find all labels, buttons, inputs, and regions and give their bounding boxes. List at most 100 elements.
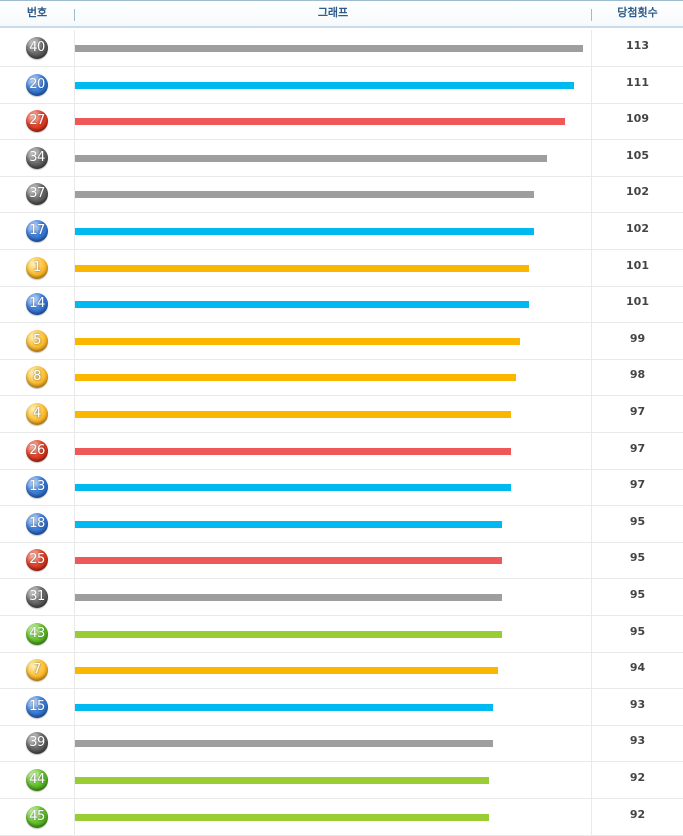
win-count-label: 93 (629, 734, 646, 747)
number-ball: 34 (26, 147, 48, 169)
number-ball: 31 (26, 586, 48, 608)
count-column-header: 당첨횟수 (617, 6, 658, 19)
column-divider (591, 323, 592, 359)
column-divider (74, 506, 75, 542)
column-divider (591, 30, 592, 66)
table-row: 5 99 (0, 323, 683, 360)
number-ball: 40 (26, 37, 48, 59)
number-ball: 17 (26, 220, 48, 242)
frequency-bar (75, 338, 520, 345)
column-divider (591, 250, 592, 286)
table-row: 37 102 (0, 176, 683, 213)
column-divider (591, 176, 592, 212)
win-count-label: 93 (629, 698, 646, 711)
win-count-label: 95 (629, 625, 646, 638)
number-ball: 45 (26, 806, 48, 828)
table-header: 번호 그래프 당첨횟수 (0, 0, 683, 28)
table-row: 25 95 (0, 542, 683, 579)
column-divider (74, 67, 75, 103)
column-divider (74, 542, 75, 578)
column-divider (74, 103, 75, 139)
frequency-bar (75, 667, 498, 674)
table-row: 1 101 (0, 250, 683, 287)
win-count-label: 92 (629, 808, 646, 821)
column-divider (74, 213, 75, 249)
frequency-bar (75, 191, 534, 198)
column-divider (74, 799, 75, 835)
table-row: 7 94 (0, 652, 683, 689)
win-count-label: 97 (629, 442, 646, 455)
table-row: 44 92 (0, 762, 683, 799)
column-divider (74, 176, 75, 212)
win-count-label: 109 (626, 112, 649, 125)
number-ball: 43 (26, 623, 48, 645)
header-separator (591, 9, 592, 21)
frequency-bar (75, 484, 511, 491)
frequency-bar (75, 155, 547, 162)
win-count-label: 97 (629, 405, 646, 418)
column-divider (591, 579, 592, 615)
table-row: 34 105 (0, 140, 683, 177)
column-divider (74, 433, 75, 469)
win-count-label: 105 (626, 149, 649, 162)
number-ball: 15 (26, 696, 48, 718)
column-divider (591, 725, 592, 761)
frequency-bar (75, 228, 534, 235)
frequency-bar (75, 594, 502, 601)
frequency-bar (75, 448, 511, 455)
column-divider (591, 652, 592, 688)
column-divider (74, 689, 75, 725)
table-row: 39 93 (0, 725, 683, 762)
column-divider (591, 799, 592, 835)
number-ball: 4 (26, 403, 48, 425)
frequency-bar (75, 374, 516, 381)
number-ball: 20 (26, 74, 48, 96)
column-divider (74, 762, 75, 798)
column-divider (591, 433, 592, 469)
frequency-bar (75, 704, 493, 711)
frequency-bar (75, 814, 489, 821)
frequency-bar (75, 265, 529, 272)
frequency-bar (75, 740, 493, 747)
number-ball: 18 (26, 513, 48, 535)
column-divider (591, 103, 592, 139)
column-divider (74, 616, 75, 652)
table-row: 17 102 (0, 213, 683, 250)
table-row: 8 98 (0, 359, 683, 396)
column-divider (74, 725, 75, 761)
number-ball: 37 (26, 183, 48, 205)
column-divider (591, 67, 592, 103)
number-ball: 5 (26, 330, 48, 352)
column-divider (74, 286, 75, 322)
number-ball: 44 (26, 769, 48, 791)
number-ball: 14 (26, 293, 48, 315)
column-divider (591, 542, 592, 578)
win-count-label: 102 (626, 222, 649, 235)
number-ball: 7 (26, 659, 48, 681)
number-column-header: 번호 (26, 6, 48, 19)
column-divider (591, 286, 592, 322)
frequency-bar (75, 301, 529, 308)
frequency-bar (75, 521, 502, 528)
win-count-label: 101 (626, 295, 649, 308)
win-count-label: 101 (626, 259, 649, 272)
column-divider (74, 396, 75, 432)
column-divider (591, 213, 592, 249)
column-divider (74, 652, 75, 688)
win-count-label: 99 (629, 332, 646, 345)
win-count-label: 97 (629, 478, 646, 491)
column-divider (74, 140, 75, 176)
frequency-bar (75, 557, 502, 564)
column-divider (74, 250, 75, 286)
column-divider (591, 469, 592, 505)
table-row: 15 93 (0, 689, 683, 726)
column-divider (591, 396, 592, 432)
frequency-bar (75, 777, 489, 784)
frequency-bar (75, 411, 511, 418)
win-count-label: 94 (629, 661, 646, 674)
column-divider (74, 469, 75, 505)
column-divider (591, 506, 592, 542)
table-row: 20 111 (0, 67, 683, 104)
win-count-label: 95 (629, 551, 646, 564)
